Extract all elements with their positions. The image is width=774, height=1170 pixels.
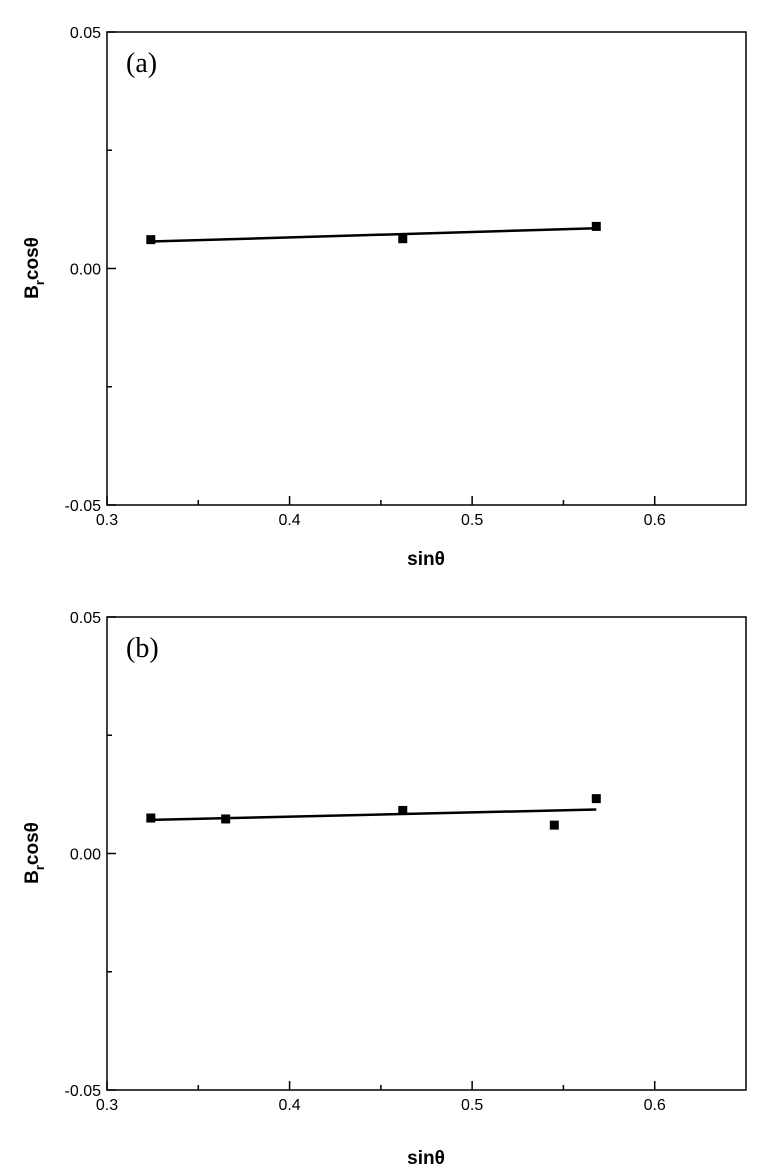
data-point — [146, 813, 156, 823]
data-points-a — [146, 221, 601, 245]
y-tick-label: -0.05 — [65, 1083, 102, 1100]
x-tick-label: 0.4 — [278, 1097, 300, 1114]
y-axis-title-main-b: B — [22, 870, 43, 884]
y-axis-title-rest-a: cosθ — [22, 237, 43, 280]
x-axis-title-b: sinθ — [407, 1148, 445, 1169]
y-tick-label: 0.05 — [70, 610, 101, 627]
x-tick-label: 0.3 — [96, 512, 118, 529]
y-axis-title-b: Brcosθ — [22, 822, 47, 884]
plot-frame-b — [106, 616, 747, 1091]
fit-line-b — [150, 808, 597, 822]
x-tick-label: 0.6 — [644, 1097, 666, 1114]
panel-label-b: (b) — [126, 633, 159, 664]
data-point — [221, 814, 231, 824]
y-tick-label: -0.05 — [65, 498, 102, 515]
data-point — [591, 794, 601, 804]
x-axis-title-a: sinθ — [407, 549, 445, 570]
tick-labels-b: 0.3 0.4 0.5 0.6 -0.05 0.00 0.05 — [65, 610, 666, 1114]
data-point — [146, 235, 156, 245]
data-points-b — [146, 794, 601, 830]
y-axis-title-rest-b: cosθ — [22, 822, 43, 865]
x-tick-label: 0.6 — [644, 512, 666, 529]
y-tick-label: 0.05 — [70, 25, 101, 42]
axis-ticks-a — [106, 31, 656, 506]
data-point — [549, 820, 559, 830]
data-point — [398, 234, 408, 244]
panel-label-a: (a) — [126, 48, 157, 79]
panel-a: 0.3 0.4 0.5 0.6 -0.05 0.00 0.05 (a) sinθ Brcos… — [22, 25, 747, 570]
data-point — [591, 221, 601, 231]
tick-labels-a: 0.3 0.4 0.5 0.6 -0.05 0.00 0.05 — [65, 25, 666, 529]
fit-line-segment — [150, 227, 597, 243]
y-axis-title-sub-b: r — [32, 865, 47, 870]
x-tick-label: 0.4 — [278, 512, 300, 529]
fit-line-segment — [150, 808, 597, 822]
y-axis-title-a: Brcosθ — [22, 237, 47, 299]
axis-ticks-b — [106, 616, 656, 1091]
x-tick-label: 0.5 — [461, 512, 483, 529]
panel-b: 0.3 0.4 0.5 0.6 -0.05 0.00 0.05 (b) sinθ Brcos… — [22, 610, 747, 1169]
plot-frame-a — [106, 31, 747, 506]
y-axis-title-sub-a: r — [32, 280, 47, 285]
data-point — [398, 805, 408, 815]
y-tick-label: 0.00 — [70, 847, 101, 864]
y-axis-title-main-a: B — [22, 285, 43, 299]
fit-line-a — [150, 227, 597, 243]
y-tick-label: 0.00 — [70, 262, 101, 279]
x-tick-label: 0.3 — [96, 1097, 118, 1114]
x-tick-label: 0.5 — [461, 1097, 483, 1114]
